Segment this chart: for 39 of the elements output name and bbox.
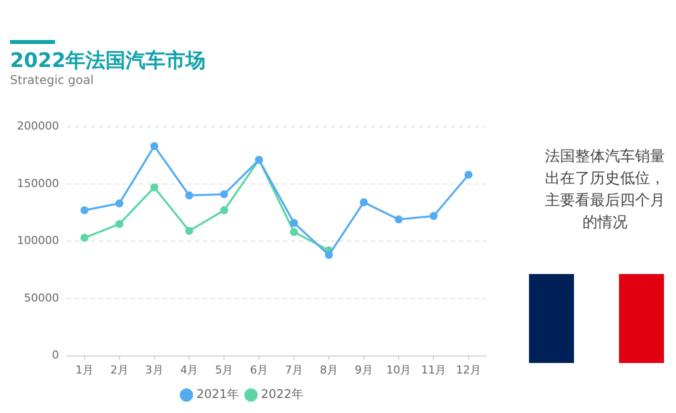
x-tick-label: 12月 xyxy=(456,363,482,376)
legend-label: 2021年 xyxy=(196,387,240,402)
point xyxy=(360,198,368,206)
point xyxy=(80,206,88,214)
point xyxy=(220,190,228,198)
point xyxy=(185,191,194,200)
x-tick-label: 2月 xyxy=(110,363,128,376)
y-tick-label: 150000 xyxy=(17,176,59,190)
text: 法国整体汽车销量出在了历史低位，主要看最后四个月的情况 xyxy=(544,146,666,233)
x-tick-label: 11月 xyxy=(421,363,446,376)
point xyxy=(185,226,194,235)
point xyxy=(430,212,438,220)
legend-label: 2022年 xyxy=(261,387,304,402)
x-tick-label: 9月 xyxy=(354,363,373,376)
point xyxy=(464,170,473,179)
x-tick-label: 7月 xyxy=(284,363,303,376)
x-tick-label: 5月 xyxy=(215,363,234,376)
point xyxy=(150,142,158,150)
point xyxy=(290,228,298,236)
point xyxy=(220,206,228,214)
point xyxy=(324,250,333,259)
chart-title: 2022年法国汽车市场 xyxy=(10,47,206,73)
chart-subtitle: Strategic goal xyxy=(10,72,94,88)
x-tick-label: 6月 xyxy=(250,363,268,376)
x-tick-label: 10月 xyxy=(386,363,412,376)
y-tick-label: 0 xyxy=(52,348,59,362)
point xyxy=(80,234,88,242)
x-tick-label: 3月 xyxy=(145,363,164,376)
y-tick-label: 50000 xyxy=(24,291,59,304)
y-tick-label: 100000 xyxy=(17,234,59,248)
x-tick-label: 1月 xyxy=(75,363,94,376)
x-tick-label: 8月 xyxy=(320,363,338,376)
y-tick-label: 200000 xyxy=(17,119,59,132)
point xyxy=(394,215,403,224)
x-tick-label: 4月 xyxy=(180,363,198,376)
point xyxy=(150,183,158,192)
point xyxy=(115,220,124,228)
point xyxy=(290,218,298,227)
point xyxy=(115,199,124,208)
